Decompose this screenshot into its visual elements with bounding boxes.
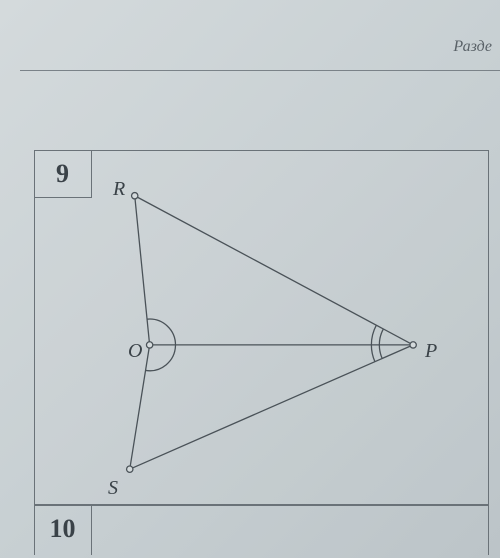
problem-9-box: 9 RSOP xyxy=(34,150,489,505)
point-label-r: R xyxy=(113,178,125,201)
point-label-p: P xyxy=(425,340,437,363)
point-label-o: O xyxy=(128,340,142,363)
problem-number: 10 xyxy=(34,505,92,555)
header-section-label: Разде xyxy=(453,38,492,56)
problem-10-box: 10 xyxy=(34,505,489,555)
geometry-diagram xyxy=(35,151,488,504)
point-label-s: S xyxy=(108,477,118,500)
header-rule xyxy=(20,70,500,71)
